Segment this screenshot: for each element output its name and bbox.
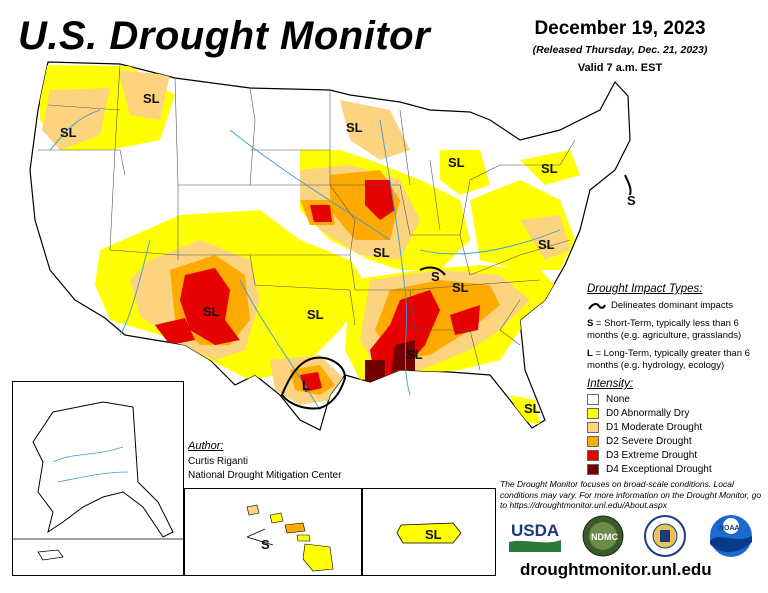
puerto-rico-inset: SL bbox=[362, 488, 496, 576]
label-mt: SL bbox=[143, 91, 160, 106]
partner-logos: USDA NDMC NOAA bbox=[509, 515, 752, 557]
author-name: Curtis Riganti bbox=[188, 456, 249, 467]
d3-iowa bbox=[365, 180, 395, 220]
disclaimer: The Drought Monitor focuses on broad-sca… bbox=[500, 479, 762, 510]
legend-d4: D4 Exceptional Drought bbox=[587, 463, 712, 476]
d3-nebraska bbox=[310, 205, 332, 222]
label-in: S bbox=[431, 269, 440, 284]
d1-minnesota bbox=[340, 100, 410, 160]
hawaii-inset: S bbox=[184, 488, 362, 576]
author-label: Author: bbox=[188, 440, 224, 452]
long-term-desc: = Long-Term, typically greater than 6 mo… bbox=[587, 348, 750, 371]
release-date: (Released Thursday, Dec. 21, 2023) bbox=[532, 44, 708, 56]
rivers bbox=[49, 109, 561, 411]
valid-time: Valid 7 a.m. EST bbox=[577, 62, 663, 74]
swatch-d4 bbox=[587, 464, 599, 475]
impact-line-legend: Delineates dominant impacts bbox=[587, 300, 733, 311]
swatch-d3 bbox=[587, 450, 599, 461]
website-url[interactable]: droughtmonitor.unl.edu bbox=[520, 560, 712, 579]
hawaii-map: S bbox=[246, 504, 334, 572]
puerto-rico-map: SL bbox=[396, 522, 462, 544]
svg-text:NDMC: NDMC bbox=[591, 532, 618, 542]
impact-long-term: L = Long-Term, typically greater than 6 … bbox=[587, 348, 767, 372]
impact-line-icon bbox=[588, 302, 606, 310]
legend-d2: D2 Severe Drought bbox=[587, 435, 692, 448]
d0-florida bbox=[510, 395, 540, 425]
label-ny: SL bbox=[541, 161, 558, 176]
alaska-inset bbox=[12, 381, 185, 576]
impact-types-title: Drought Impact Types: bbox=[587, 283, 703, 295]
d1-montana bbox=[118, 70, 170, 120]
long-term-code: L bbox=[587, 348, 593, 359]
map-date: December 19, 2023 bbox=[534, 18, 706, 39]
svg-text:USDA: USDA bbox=[511, 521, 559, 540]
impact-lines bbox=[280, 174, 632, 410]
author-org: National Drought Mitigation Center bbox=[188, 470, 342, 481]
label-ms: SL bbox=[406, 347, 423, 362]
legend-d1: D1 Moderate Drought bbox=[587, 421, 702, 434]
svg-text:NOAA: NOAA bbox=[719, 525, 740, 532]
label-fl: SL bbox=[524, 401, 541, 416]
label-pnw: SL bbox=[60, 125, 77, 140]
swatch-d2 bbox=[587, 436, 599, 447]
legend-none: None bbox=[587, 393, 630, 406]
d3-lower-mississippi bbox=[370, 290, 440, 380]
label-va: SL bbox=[538, 237, 555, 252]
usda-logo: USDA bbox=[509, 521, 561, 552]
d1-virginia bbox=[520, 215, 570, 260]
legend-d0: D0 Abnormally Dry bbox=[587, 407, 689, 420]
impact-short-term: S = Short-Term, typically less than 6 mo… bbox=[587, 318, 767, 342]
label-mn: SL bbox=[346, 120, 363, 135]
state-boundaries bbox=[38, 63, 576, 371]
label-ok: SL bbox=[307, 307, 324, 322]
d3-newmexico bbox=[180, 268, 240, 345]
map-title: U.S. Drought Monitor bbox=[18, 14, 431, 58]
label-az: SL bbox=[203, 304, 220, 319]
legend-d3: D3 Extreme Drought bbox=[587, 449, 697, 462]
label-ky: SL bbox=[452, 280, 469, 295]
label-mi: SL bbox=[448, 155, 465, 170]
d1-washington bbox=[42, 88, 110, 150]
short-term-desc: = Short-Term, typically less than 6 mont… bbox=[587, 318, 742, 341]
label-pr: SL bbox=[425, 527, 442, 542]
label-hi: S bbox=[261, 537, 270, 552]
d0-newyork bbox=[520, 150, 580, 185]
d3-arizona bbox=[155, 318, 195, 345]
label-ne: S bbox=[627, 193, 636, 208]
label-tx: L bbox=[302, 378, 310, 393]
d0-michigan bbox=[440, 150, 490, 195]
alaska-map bbox=[13, 401, 185, 561]
d3-alabama bbox=[450, 305, 480, 335]
label-ia: SL bbox=[373, 245, 390, 260]
short-term-code: S bbox=[587, 318, 594, 329]
d4-lower-ms bbox=[365, 360, 385, 385]
noaa-logo: NOAA bbox=[710, 515, 752, 557]
swatch-d1 bbox=[587, 422, 599, 433]
ndmc-logo: NDMC bbox=[582, 515, 624, 557]
impact-line-desc: Delineates dominant impacts bbox=[611, 300, 733, 311]
intensity-title: Intensity: bbox=[587, 378, 634, 390]
swatch-d0 bbox=[587, 408, 599, 419]
commerce-seal bbox=[644, 515, 686, 557]
swatch-none bbox=[587, 394, 599, 405]
